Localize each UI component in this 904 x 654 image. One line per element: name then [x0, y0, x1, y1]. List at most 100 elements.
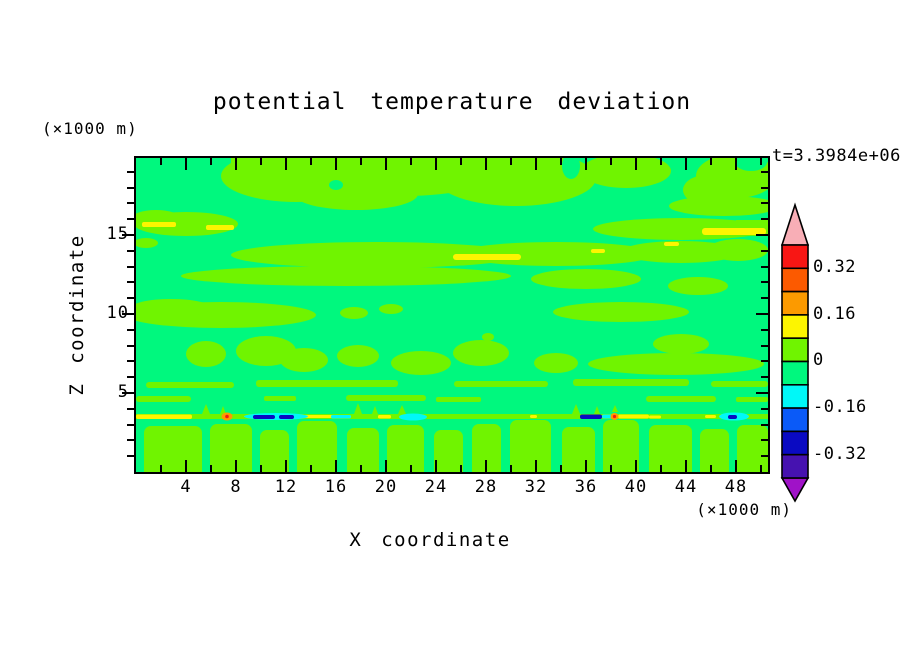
x-tick-label: 32: [524, 477, 548, 497]
plot-title: potential temperature deviation: [212, 89, 692, 115]
tick-mark: [259, 158, 262, 165]
tick-mark: [684, 460, 687, 472]
x-tick-label: 12: [274, 477, 298, 497]
tick-mark: [127, 423, 134, 426]
tick-mark: [127, 344, 134, 347]
tick-mark: [127, 376, 134, 379]
colorbar-cell: [781, 267, 809, 293]
tick-mark: [709, 158, 712, 165]
colorbar: [779, 200, 813, 508]
colorbar-label: 0.16: [813, 304, 856, 324]
y-tick-label: 10: [106, 303, 129, 323]
tick-mark: [756, 233, 768, 236]
tick-mark: [334, 158, 337, 170]
x-axis-unit-label: (×1000 m): [696, 500, 792, 519]
tick-mark: [756, 391, 768, 394]
tick-mark: [184, 158, 187, 170]
tick-mark: [234, 460, 237, 472]
contour-band-holes: [329, 158, 767, 190]
tick-mark: [634, 158, 637, 170]
x-tick-label: 44: [674, 477, 698, 497]
tick-mark: [127, 218, 134, 221]
tick-mark: [534, 460, 537, 472]
x-tick-label: 40: [624, 477, 648, 497]
tick-mark: [761, 344, 768, 347]
tick-mark: [484, 158, 487, 170]
tick-mark: [184, 460, 187, 472]
tick-mark: [761, 249, 768, 252]
tick-mark: [234, 158, 237, 170]
x-tick-label: 24: [424, 477, 448, 497]
tick-mark: [434, 460, 437, 472]
tick-mark: [684, 158, 687, 170]
tick-mark: [761, 423, 768, 426]
tick-mark: [761, 455, 768, 458]
tick-mark: [127, 186, 134, 189]
colorbar-cell: [781, 360, 809, 386]
colorbar-label: -0.16: [813, 397, 867, 417]
tick-mark: [659, 465, 662, 472]
tick-mark: [127, 281, 134, 284]
tick-mark: [634, 460, 637, 472]
contour-field-svg: [136, 158, 768, 472]
tick-mark: [259, 465, 262, 472]
contour-band-below-neg0.24: [253, 414, 737, 419]
colorbar-cell: [781, 407, 809, 433]
x-tick-label: 28: [474, 477, 498, 497]
tick-mark: [127, 360, 134, 363]
tick-mark: [159, 465, 162, 472]
tick-mark: [384, 158, 387, 170]
tick-mark: [584, 460, 587, 472]
tick-mark: [122, 233, 134, 236]
colorbar-cell: [781, 453, 809, 479]
tick-mark: [434, 158, 437, 170]
contour-band-0.08-to-0.16: [136, 222, 766, 419]
tick-mark: [761, 376, 768, 379]
tick-mark: [734, 460, 737, 472]
tick-mark: [359, 465, 362, 472]
tick-mark: [609, 158, 612, 165]
y-axis-unit-label: (×1000 m): [42, 119, 138, 138]
tick-mark: [559, 158, 562, 165]
tick-mark: [122, 312, 134, 315]
tick-mark: [127, 249, 134, 252]
contour-band-0-to-0.08: [136, 158, 768, 472]
colorbar-cell: [781, 384, 809, 409]
tick-mark: [761, 202, 768, 205]
tick-mark: [127, 328, 134, 331]
x-tick-label: 20: [374, 477, 398, 497]
tick-mark: [309, 465, 312, 472]
tick-mark: [509, 465, 512, 472]
colorbar-cell: [781, 244, 809, 270]
tick-mark: [584, 158, 587, 170]
tick-mark: [127, 407, 134, 410]
tick-mark: [761, 281, 768, 284]
tick-mark: [761, 265, 768, 268]
y-axis-title: Z coordinate: [66, 234, 88, 396]
colorbar-cell: [781, 314, 809, 340]
tick-mark: [761, 218, 768, 221]
tick-mark: [209, 158, 212, 165]
tick-mark: [756, 312, 768, 315]
x-tick-label: 36: [574, 477, 598, 497]
tick-mark: [459, 465, 462, 472]
y-tick-label: 5: [117, 382, 129, 402]
contour-warm-spots: [221, 412, 619, 421]
tick-mark: [609, 465, 612, 472]
tick-mark: [122, 391, 134, 394]
tick-mark: [384, 460, 387, 472]
tick-mark: [409, 158, 412, 165]
colorbar-svg: [780, 202, 810, 503]
tick-mark: [759, 465, 762, 472]
x-tick-label: 16: [324, 477, 348, 497]
tick-mark: [759, 158, 762, 165]
time-annotation: t=3.3984e+06: [772, 146, 901, 166]
tick-mark: [409, 465, 412, 472]
tick-mark: [559, 465, 562, 472]
colorbar-cell: [781, 337, 809, 363]
tick-mark: [159, 158, 162, 165]
tick-mark: [659, 158, 662, 165]
tick-mark: [761, 407, 768, 410]
tick-mark: [534, 158, 537, 170]
